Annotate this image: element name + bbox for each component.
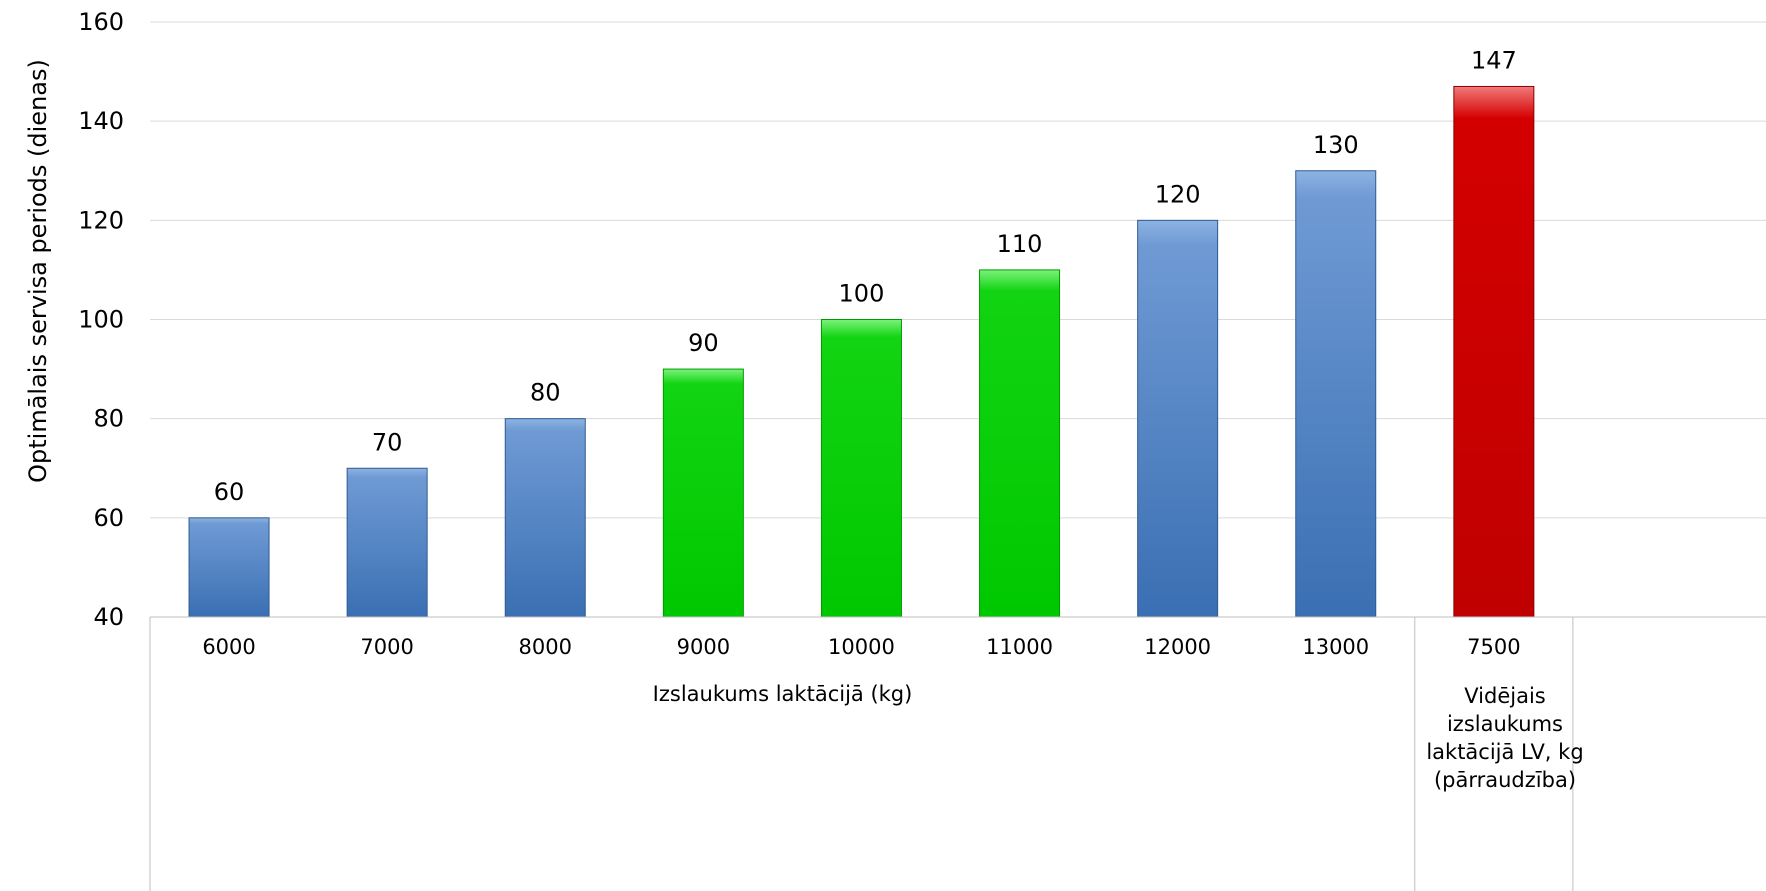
bar	[504, 418, 586, 618]
x-tick-label: 8000	[519, 635, 572, 659]
data-label: 80	[530, 379, 561, 407]
x-group-label-second: Vidējais izslaukums laktācijā LV, kg (pā…	[1426, 684, 1584, 792]
x-group-label-main: Izslaukums laktācijā (kg)	[652, 682, 913, 706]
data-label: 130	[1313, 131, 1359, 159]
y-tick-label: 60	[93, 504, 124, 532]
x-tick-label: 7500	[1467, 635, 1520, 659]
y-axis-title: Optimālais servisa periods (dienas)	[24, 59, 52, 483]
x-tick-label: 12000	[1144, 635, 1211, 659]
bar	[188, 517, 270, 618]
bar	[1453, 85, 1535, 618]
bar	[1295, 170, 1377, 618]
y-tick-label: 40	[93, 603, 124, 631]
bar	[820, 319, 902, 618]
bar	[1137, 219, 1219, 618]
bar	[346, 467, 428, 618]
data-label: 110	[997, 230, 1043, 258]
data-label: 147	[1471, 46, 1517, 74]
x-tick-label: 13000	[1302, 635, 1369, 659]
y-tick-label: 120	[78, 206, 124, 234]
x-tick-label: 7000	[360, 635, 413, 659]
data-label: 60	[214, 478, 245, 506]
x-axis: 6000 7000 8000 9000 10000 11000 12000 13000 7500	[149, 616, 1766, 891]
x-tick-label: 11000	[986, 635, 1053, 659]
x-tick-label: 6000	[202, 635, 255, 659]
y-tick-label: 100	[78, 306, 124, 334]
data-label: 100	[839, 280, 885, 308]
bar	[662, 368, 744, 618]
y-tick-label: 140	[78, 107, 124, 135]
data-label: 70	[372, 428, 403, 456]
data-labels: 60 70 80 90 100 110 120 130 147	[214, 46, 1517, 505]
bar	[979, 269, 1061, 618]
y-tick-label: 80	[93, 405, 124, 433]
data-label: 120	[1155, 180, 1201, 208]
y-axis-ticks: 40 60 80 100 120 140 160	[78, 8, 124, 631]
x-tick-label: 10000	[828, 635, 895, 659]
x-tick-label: 9000	[677, 635, 730, 659]
bars	[188, 85, 1535, 618]
data-label: 90	[688, 329, 719, 357]
y-tick-label: 160	[78, 8, 124, 36]
